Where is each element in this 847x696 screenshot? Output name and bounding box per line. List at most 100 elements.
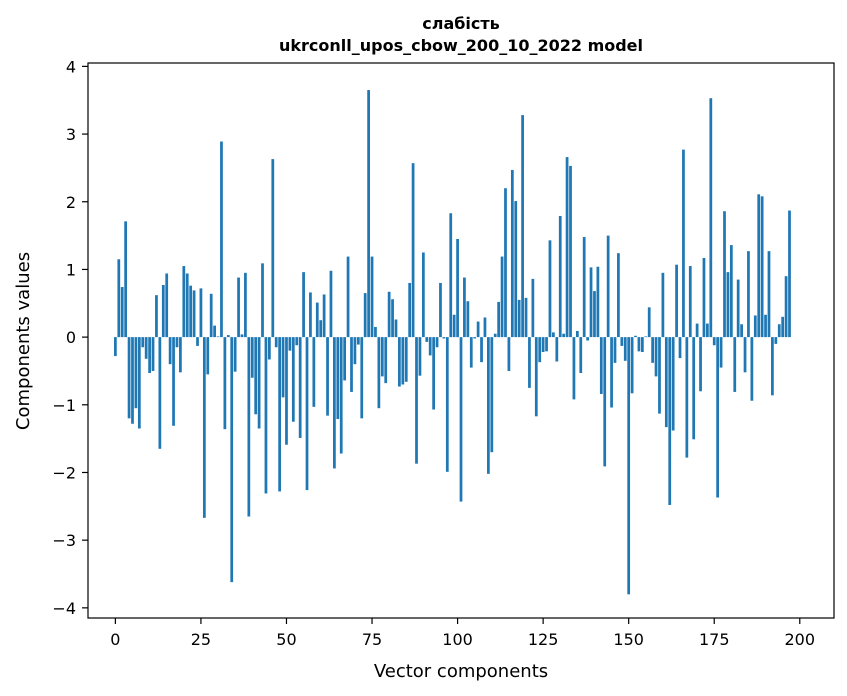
bar-15 — [165, 273, 169, 338]
bar-11 — [151, 337, 155, 371]
bar-39 — [247, 337, 251, 517]
bar-58 — [312, 337, 316, 407]
bar-69 — [350, 337, 353, 392]
bar-182 — [736, 279, 740, 338]
bar-57 — [309, 292, 312, 338]
bar-88 — [415, 337, 418, 464]
bar-187 — [753, 315, 757, 338]
bar-159 — [658, 337, 661, 414]
bar-127 — [548, 240, 552, 338]
bar-141 — [596, 266, 600, 338]
bar-85 — [404, 337, 408, 382]
bar-173 — [706, 323, 709, 338]
bar-27 — [206, 337, 210, 375]
bar-48 — [278, 337, 281, 492]
bar-20 — [182, 266, 186, 338]
x-tick-label: 100 — [442, 630, 473, 649]
bar-172 — [702, 257, 706, 338]
x-tick-label: 50 — [276, 630, 296, 649]
bar-17 — [172, 337, 175, 426]
bar-197 — [788, 210, 791, 338]
bar-130 — [558, 215, 562, 338]
bar-40 — [250, 337, 254, 378]
bar-132 — [565, 157, 569, 338]
bar-89 — [418, 337, 422, 376]
bars-group — [114, 90, 791, 595]
bar-157 — [651, 337, 654, 363]
x-tick-label: 75 — [362, 630, 382, 649]
y-tick-label: 3 — [66, 125, 76, 144]
bar-79 — [384, 337, 388, 384]
bar-150 — [627, 337, 631, 595]
bar-148 — [620, 337, 624, 346]
bar-178 — [723, 211, 726, 338]
bar-4 — [127, 337, 131, 419]
bar-164 — [675, 264, 678, 338]
bar-109 — [487, 337, 490, 474]
chart-title-line1: слабість — [422, 14, 500, 33]
bar-77 — [377, 337, 381, 409]
bar-190 — [764, 314, 767, 338]
bar-73 — [363, 293, 367, 338]
bar-56 — [305, 337, 309, 491]
bar-23 — [192, 290, 196, 338]
bar-105 — [473, 337, 477, 339]
bar-128 — [552, 332, 555, 338]
bar-12 — [155, 295, 158, 338]
bar-145 — [610, 337, 613, 408]
bar-119 — [521, 115, 524, 338]
bar-3 — [124, 221, 128, 338]
bar-103 — [466, 301, 470, 338]
bar-99 — [452, 314, 456, 338]
y-tick-label: −3 — [52, 531, 76, 550]
bar-129 — [555, 337, 559, 362]
bar-93 — [432, 337, 435, 410]
bar-139 — [589, 267, 593, 338]
bar-46 — [271, 159, 275, 338]
y-axis-label: Components values — [13, 252, 34, 430]
bar-61 — [322, 294, 326, 338]
bar-115 — [507, 337, 511, 371]
bar-5 — [131, 337, 134, 424]
y-tick-label: 2 — [66, 193, 76, 212]
bar-72 — [360, 337, 364, 419]
bar-174 — [709, 98, 713, 338]
x-axis-ticks: 0 25 50 75 100 125 150 175 200 — [110, 618, 815, 649]
bar-149 — [623, 337, 627, 361]
bar-181 — [733, 337, 737, 392]
bar-71 — [356, 337, 360, 345]
y-tick-label: −4 — [52, 599, 76, 618]
bar-43 — [261, 263, 264, 338]
bar-98 — [449, 213, 453, 338]
bar-167 — [685, 337, 689, 458]
bar-189 — [760, 196, 764, 338]
bar-35 — [233, 337, 237, 372]
bar-80 — [387, 291, 391, 338]
bar-81 — [391, 299, 394, 338]
bar-121 — [528, 337, 531, 388]
bar-55 — [302, 272, 305, 338]
bar-8 — [141, 337, 145, 348]
bar-156 — [647, 307, 651, 338]
bar-7 — [137, 337, 141, 429]
bar-101 — [459, 337, 463, 502]
bar-193 — [774, 337, 778, 344]
bar-74 — [367, 90, 370, 338]
bar-170 — [695, 323, 699, 338]
x-tick-label: 200 — [785, 630, 816, 649]
x-tick-label: 150 — [613, 630, 644, 649]
bar-188 — [757, 194, 761, 338]
bar-107 — [480, 337, 483, 363]
bar-184 — [743, 337, 747, 373]
bar-22 — [189, 285, 193, 338]
bar-111 — [493, 333, 497, 338]
bar-147 — [617, 253, 620, 338]
bar-54 — [298, 337, 302, 438]
bar-112 — [497, 301, 501, 338]
bar-154 — [641, 337, 644, 353]
bar-146 — [613, 337, 617, 363]
bar-125 — [541, 337, 545, 353]
bar-161 — [664, 337, 668, 428]
bar-179 — [726, 272, 730, 338]
